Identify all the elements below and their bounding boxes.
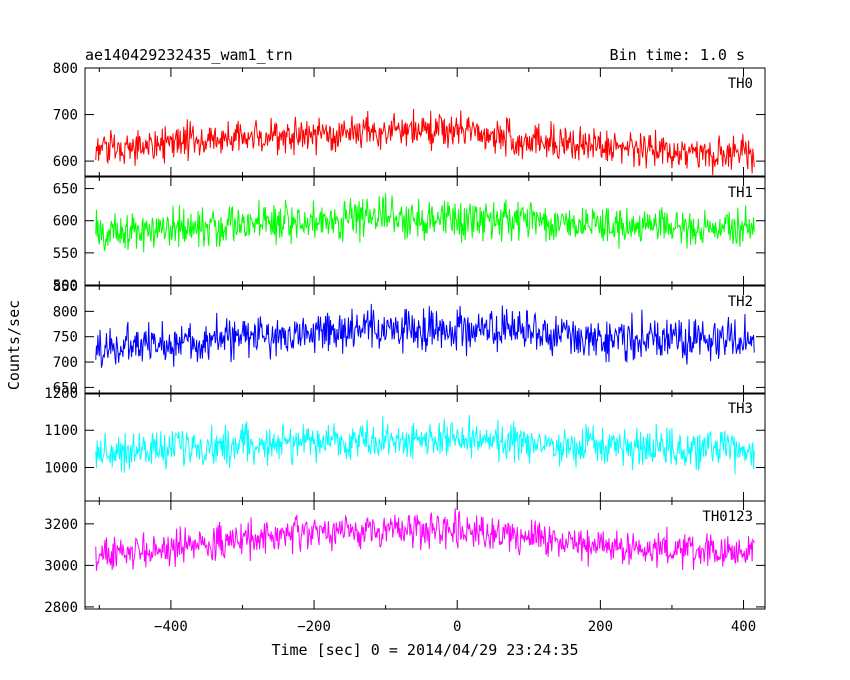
- y-tick-label: 600: [53, 214, 78, 230]
- y-tick-label: 1100: [44, 423, 78, 439]
- series-th3: [95, 415, 755, 475]
- panel-th0: 600 700 800 TH0: [53, 61, 766, 177]
- series-th1: [95, 193, 755, 253]
- series-th0: [95, 108, 755, 176]
- x-tick-label: 400: [731, 619, 756, 635]
- y-axis-label: Counts/sec: [5, 300, 23, 390]
- y-tick-label: 750: [53, 330, 78, 346]
- y-tick-label: 650: [53, 380, 78, 396]
- y-tick-label: 550: [53, 246, 78, 262]
- y-tick-label: 600: [53, 154, 78, 170]
- y-tick-label: 800: [53, 304, 78, 320]
- panels-layer: 600 700 800 TH0 500 550 600 650 TH1 650 700 750 800 8…: [44, 61, 766, 635]
- panel-name-label: TH2: [728, 294, 753, 310]
- y-tick-label: 3200: [44, 517, 78, 533]
- panel-th1: 500 550 600 650 TH1: [53, 176, 766, 294]
- series-th2: [95, 303, 755, 368]
- panel-frame: [84, 500, 766, 610]
- panel-name-label: TH0123: [702, 509, 753, 525]
- panel-th2: 650 700 750 800 850 TH2: [53, 279, 766, 396]
- panel-name-label: TH1: [728, 185, 753, 201]
- x-tick-label: −400: [154, 619, 188, 635]
- y-tick-label: 1200: [44, 386, 78, 402]
- panel-frame: [84, 67, 766, 177]
- x-tick-label: 0: [453, 619, 461, 635]
- y-tick-label: 700: [53, 108, 78, 124]
- panel-th0123: 2800 3000 3200 TH0123: [44, 500, 766, 616]
- bin-time-label: Bin time: 1.0 s: [610, 46, 745, 64]
- y-tick-label: 700: [53, 355, 78, 371]
- y-tick-label: 2800: [44, 600, 78, 616]
- x-axis-label: Time [sec] 0 = 2014/04/29 23:24:35: [271, 641, 578, 659]
- panel-frame: [84, 176, 766, 286]
- x-tick-label: 200: [588, 619, 613, 635]
- y-tick-label: 850: [53, 279, 78, 295]
- panel-name-label: TH0: [728, 76, 753, 92]
- y-tick-label: 800: [53, 61, 78, 77]
- panel-th3: 1000 1100 1200 TH3: [44, 386, 766, 502]
- panel-frame: [84, 285, 766, 395]
- chart-title: ae140429232435_wam1_trn: [85, 46, 293, 64]
- y-tick-label: 1000: [44, 460, 78, 476]
- y-tick-label: 3000: [44, 558, 78, 574]
- series-th0123: [95, 508, 755, 571]
- x-tick-label: −200: [297, 619, 331, 635]
- panel-name-label: TH3: [728, 401, 753, 417]
- y-tick-label: 650: [53, 182, 78, 198]
- y-tick-label: 500: [53, 278, 78, 294]
